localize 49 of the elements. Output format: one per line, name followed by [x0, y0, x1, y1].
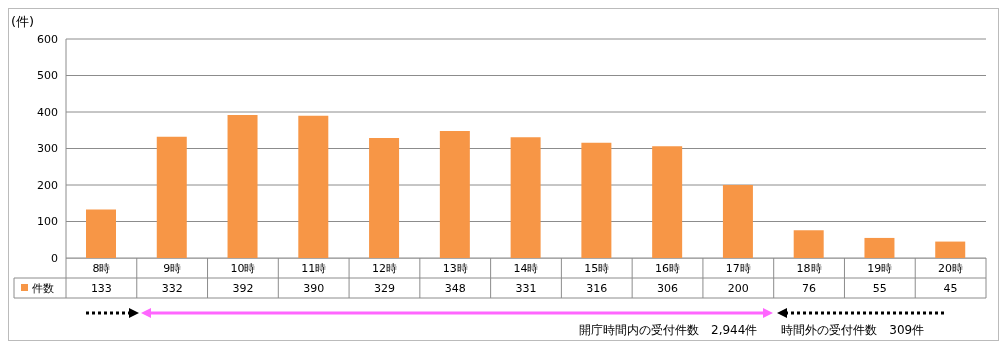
bar [793, 230, 824, 258]
x-tick-label: 19時 [867, 262, 893, 275]
x-tick-label: 11時 [301, 262, 327, 275]
bar [935, 241, 966, 258]
y-tick-label: 100 [37, 215, 58, 229]
y-tick-label: 400 [37, 105, 58, 119]
x-tick-label: 15時 [584, 262, 610, 275]
data-label: 76 [802, 282, 817, 295]
y-tick-label: 600 [37, 32, 58, 46]
data-label: 329 [373, 282, 395, 295]
x-tick-label: 20時 [938, 262, 964, 275]
bar [864, 237, 895, 258]
bar [227, 114, 258, 258]
bar [439, 130, 470, 258]
bar [722, 185, 753, 258]
x-tick-label: 13時 [442, 262, 468, 275]
y-axis-title: (件) [11, 13, 35, 31]
bar [652, 146, 683, 258]
x-tick-label: 12時 [371, 262, 397, 275]
y-tick-label: 200 [37, 178, 58, 192]
data-label: 332 [161, 282, 183, 295]
data-label: 133 [90, 282, 112, 295]
x-tick-label: 10時 [230, 262, 256, 275]
bar [510, 137, 541, 258]
y-tick-label: 500 [37, 69, 58, 83]
x-tick-label: 16時 [655, 262, 681, 275]
text: 開庁時間内の受付件数 2,944件 時間外の受付件数 309件 [579, 323, 925, 337]
data-label: 316 [586, 282, 608, 295]
y-tick-label: 0 [51, 251, 58, 265]
bar [156, 136, 187, 258]
bar [86, 209, 116, 258]
x-tick-label: 9時 [163, 262, 182, 275]
data-label: 348 [444, 282, 466, 295]
legend-label: 件数 [32, 282, 54, 295]
bar [298, 115, 329, 258]
data-label: 331 [515, 282, 537, 295]
x-tick-label: 14時 [513, 262, 539, 275]
x-tick-label: 18時 [796, 262, 822, 275]
data-label: 392 [232, 282, 254, 295]
bar [581, 142, 612, 258]
data-label: 200 [727, 282, 749, 295]
bar [369, 137, 400, 258]
data-label: 45 [943, 282, 958, 295]
x-tick-label: 8時 [92, 262, 111, 275]
y-tick-label: 300 [37, 142, 58, 156]
data-label: 390 [303, 282, 325, 295]
data-label: 55 [872, 282, 887, 295]
data-label: 306 [657, 282, 679, 295]
x-tick-label: 17時 [725, 262, 751, 275]
